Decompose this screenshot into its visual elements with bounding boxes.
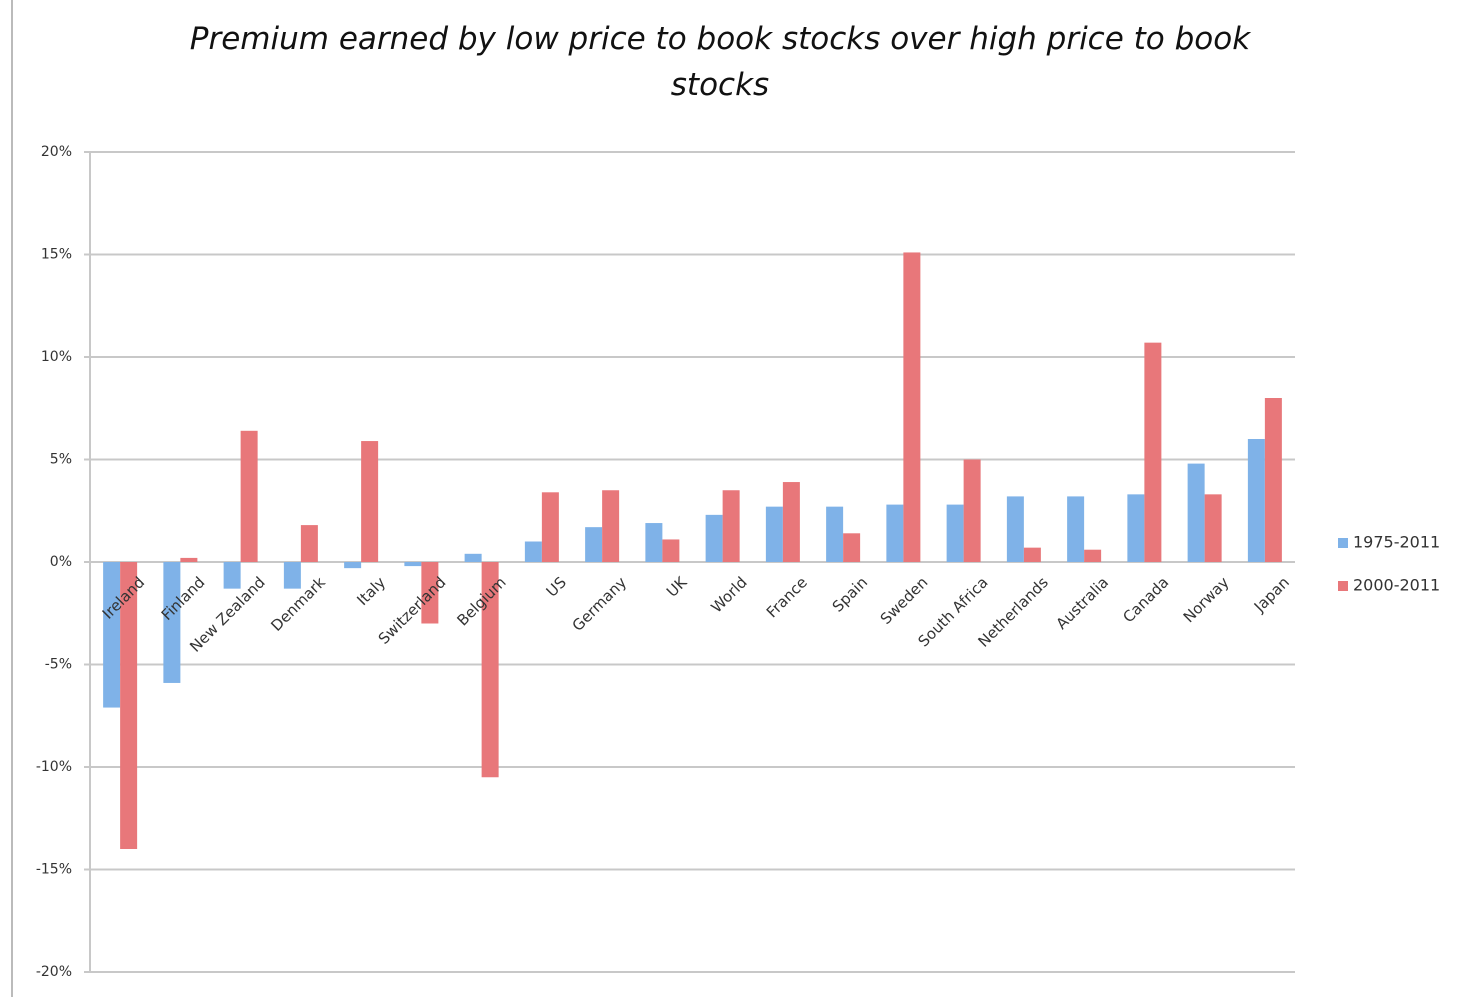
chart-title: Premium earned by low price to book stoc… [189, 21, 1251, 103]
y-tick-label: 10% [41, 349, 72, 365]
bar [481, 562, 499, 778]
bar [103, 562, 121, 708]
bar [300, 525, 318, 562]
bar [886, 504, 904, 562]
x-tick-label: Spain [829, 573, 871, 615]
bar [662, 539, 680, 562]
bar [464, 553, 482, 562]
bar [421, 562, 439, 624]
x-tick-label: Germany [569, 573, 631, 635]
y-tick-label: -15% [36, 862, 72, 878]
bar [1187, 463, 1205, 562]
legend-label: 2000-2011 [1353, 576, 1440, 595]
bar [361, 441, 379, 562]
bar [223, 562, 241, 589]
bar [843, 533, 861, 562]
x-tick-label: US [543, 573, 570, 600]
bar [782, 482, 800, 562]
x-tick-label: Norway [1180, 573, 1233, 626]
bar [826, 506, 844, 562]
bar [1006, 496, 1024, 562]
bar [1264, 398, 1282, 562]
x-tick-label: France [763, 573, 811, 621]
bar [645, 523, 663, 562]
bar [903, 252, 921, 562]
grid [84, 151, 1295, 973]
bar [180, 557, 198, 562]
x-tick-label: Canada [1119, 573, 1172, 626]
bar [240, 430, 258, 562]
bar [344, 562, 362, 569]
bar [163, 562, 181, 683]
bar [1127, 494, 1145, 562]
x-tick-label: Australia [1052, 573, 1112, 633]
bar [1023, 547, 1041, 562]
bar [404, 562, 422, 567]
bar [283, 562, 301, 589]
x-tick-label: Japan [1250, 573, 1293, 616]
bar [705, 514, 723, 562]
bar [541, 492, 559, 562]
x-tick-label: Sweden [877, 573, 932, 628]
legend-swatch [1338, 581, 1348, 591]
bar [765, 506, 783, 562]
x-tick-label: Belgium [453, 573, 509, 629]
bar [946, 504, 964, 562]
y-tick-label: -20% [36, 964, 72, 980]
bar [1247, 439, 1265, 562]
y-tick-label: 15% [41, 247, 72, 263]
y-tick-label: 5% [50, 452, 72, 468]
bar [1084, 549, 1102, 562]
y-tick-label: -10% [36, 759, 72, 775]
bars [103, 252, 1282, 849]
bar [1067, 496, 1085, 562]
x-tick-label: Italy [353, 573, 389, 609]
bar [602, 490, 620, 562]
bar [524, 541, 542, 562]
y-tick-label: 0% [50, 554, 72, 570]
bar [1144, 342, 1162, 562]
x-tick-label: UK [663, 572, 691, 600]
y-tick-label: 20% [41, 144, 72, 160]
y-tick-label: -5% [45, 657, 72, 673]
x-tick-label: World [708, 573, 751, 616]
bar [585, 527, 603, 562]
bar [120, 562, 138, 849]
bar [1204, 494, 1222, 562]
bar [722, 490, 740, 562]
legend-label: 1975-2011 [1353, 533, 1440, 552]
legend-swatch [1338, 538, 1348, 548]
bar [963, 459, 981, 562]
